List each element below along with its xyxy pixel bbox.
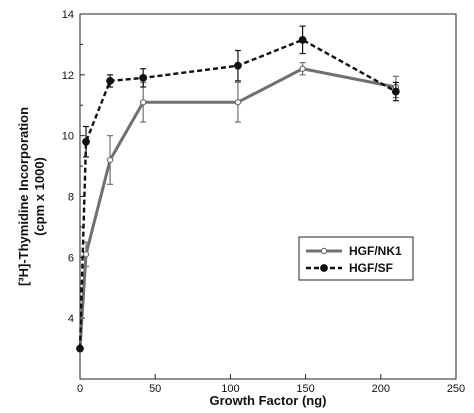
y-tick-label: 14 bbox=[62, 9, 74, 21]
legend: HGF/NK1 HGF/SF bbox=[298, 236, 414, 281]
x-tick-label: 100 bbox=[221, 383, 239, 395]
series-hgf-sf bbox=[76, 25, 400, 353]
y-tick-label: 4 bbox=[68, 313, 74, 325]
legend-marker-hgf-sf bbox=[320, 264, 328, 272]
data-point-hgf-sf bbox=[76, 344, 84, 353]
data-point-hgf-nk1 bbox=[82, 251, 90, 258]
data-point-hgf-nk1 bbox=[106, 156, 114, 164]
legend-label-hgf-nk1: HGF/NK1 bbox=[349, 244, 402, 258]
data-point-hgf-sf bbox=[391, 87, 400, 96]
data-point-hgf-sf bbox=[106, 77, 114, 85]
y-axis-title-line1: [³H]-Thymidine Incorporation bbox=[16, 107, 31, 286]
x-tick-label: 50 bbox=[149, 383, 161, 395]
y-axis-title-line2: (cpm x 1000) bbox=[32, 157, 47, 236]
data-point-hgf-sf bbox=[298, 35, 307, 44]
plot-area-frame bbox=[79, 13, 457, 380]
data-point-hgf-sf bbox=[82, 137, 90, 146]
x-axis-title: Growth Factor (ng) bbox=[210, 393, 327, 408]
series-hgf-nk1 bbox=[76, 62, 400, 352]
data-point-hgf-sf bbox=[234, 61, 242, 70]
data-point-hgf-sf bbox=[139, 73, 148, 82]
x-tick-label: 150 bbox=[296, 383, 314, 395]
y-tick-label: 12 bbox=[62, 70, 74, 82]
data-point-hgf-nk1 bbox=[139, 99, 147, 106]
data-point-hgf-nk1 bbox=[234, 99, 242, 106]
y-tick-label: 8 bbox=[68, 192, 74, 204]
x-tick-label: 200 bbox=[372, 383, 390, 395]
x-tick-label: 250 bbox=[447, 383, 465, 395]
y-tick-label: 6 bbox=[68, 252, 74, 264]
x-tick-label: 0 bbox=[77, 383, 83, 395]
series-layer bbox=[76, 25, 400, 353]
axis-ticks: 0 50 100 150 200 250 4 6 8 10 12 14 bbox=[62, 9, 465, 395]
legend-marker-hgf-nk1 bbox=[320, 247, 328, 255]
y-tick-label: 10 bbox=[62, 131, 74, 143]
legend-label-hgf-sf: HGF/SF bbox=[349, 261, 393, 275]
data-point-hgf-nk1 bbox=[299, 65, 306, 72]
legend-box bbox=[298, 236, 414, 281]
